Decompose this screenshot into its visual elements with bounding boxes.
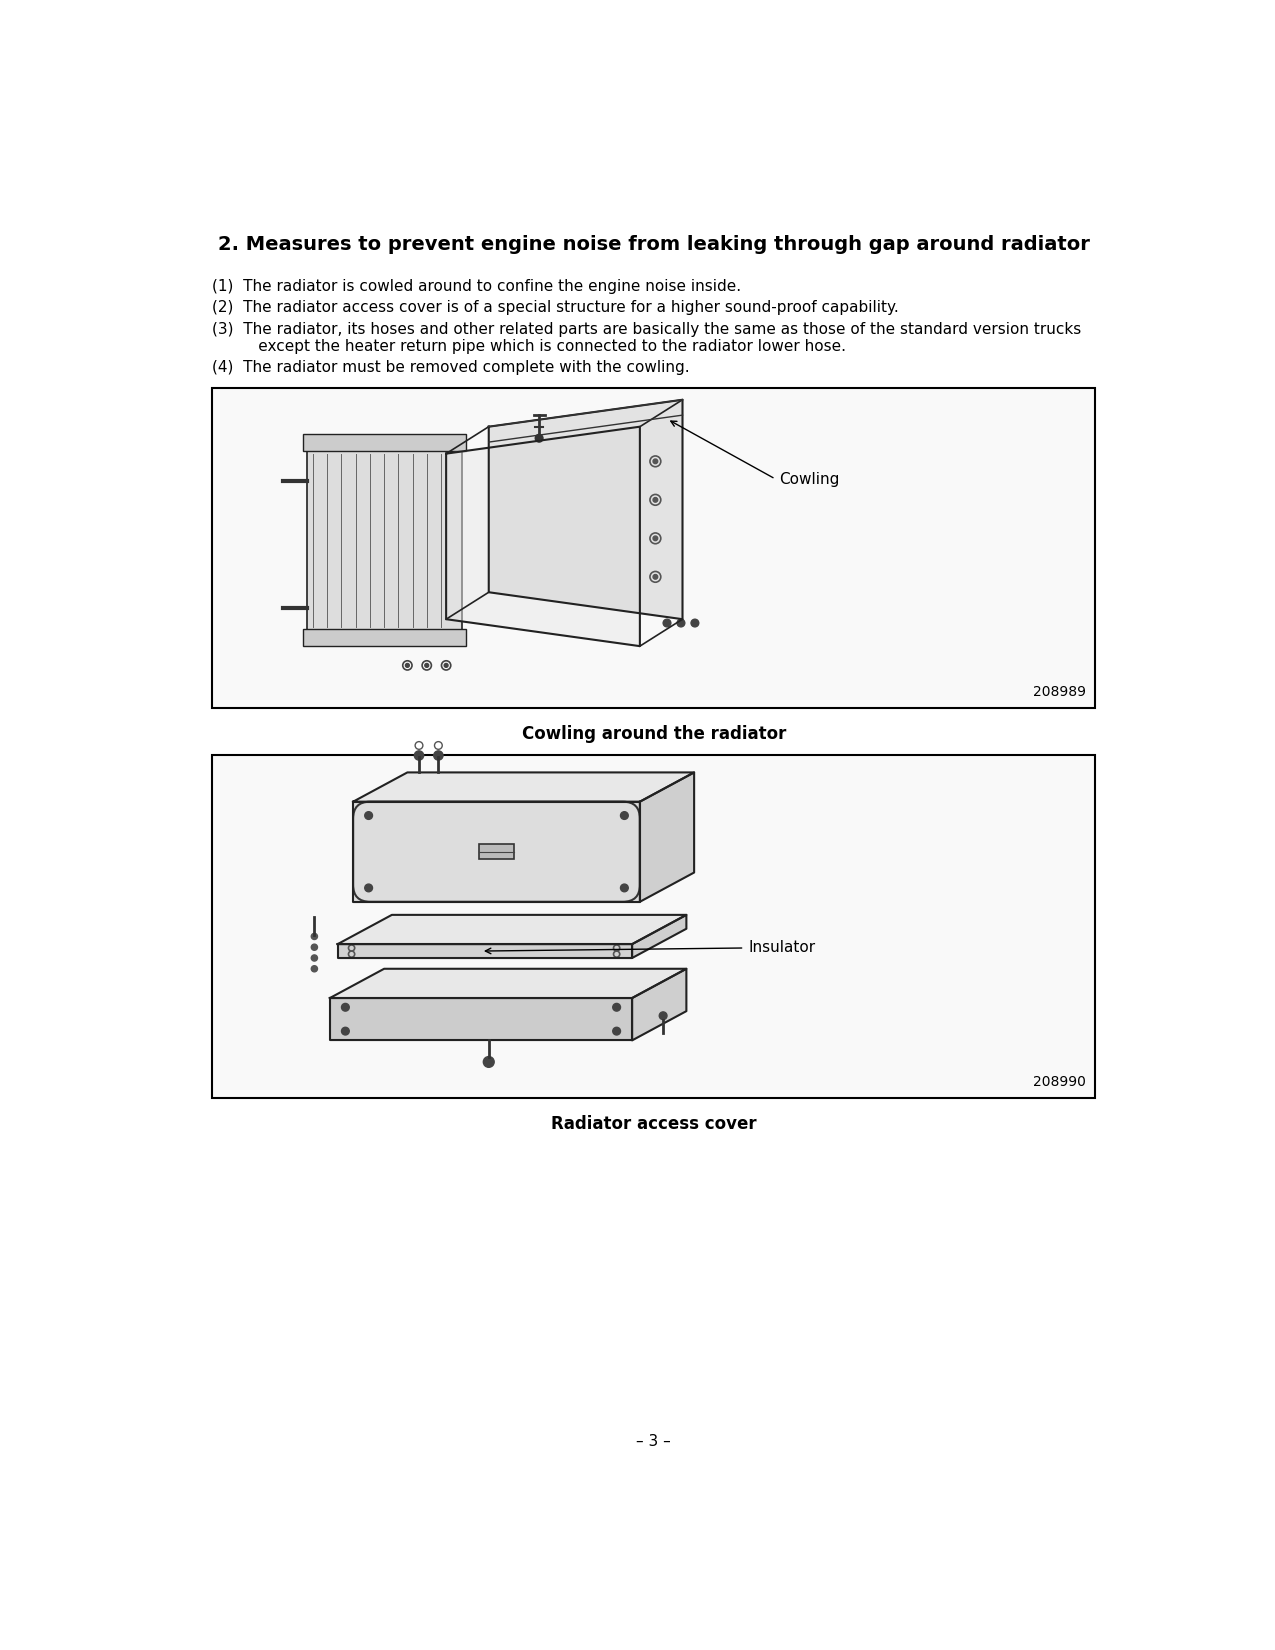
Text: except the heater return pipe which is connected to the radiator lower hose.: except the heater return pipe which is c… [230,338,847,353]
Text: (3)  The radiator, its hoses and other related parts are basically the same as t: (3) The radiator, its hoses and other re… [212,322,1081,337]
Text: 208989: 208989 [1033,685,1085,698]
Circle shape [365,812,372,820]
Circle shape [663,619,671,627]
Circle shape [311,965,317,972]
Text: (1)  The radiator is cowled around to confine the engine noise inside.: (1) The radiator is cowled around to con… [212,279,741,294]
Circle shape [653,536,658,541]
Polygon shape [640,772,694,903]
Circle shape [659,1011,667,1020]
Bar [306,450,462,630]
Text: – 3 –: – 3 – [636,1434,671,1449]
Polygon shape [353,772,694,802]
Circle shape [414,751,423,761]
Polygon shape [330,969,686,998]
Circle shape [621,884,629,891]
Text: (2)  The radiator access cover is of a special structure for a higher sound-proo: (2) The radiator access cover is of a sp… [212,300,899,315]
Bar [212,388,1095,708]
Circle shape [536,434,543,442]
Polygon shape [338,914,686,944]
Polygon shape [632,969,686,1041]
Circle shape [365,884,372,891]
Circle shape [311,944,317,950]
Circle shape [621,812,629,820]
Bar [302,434,465,452]
Circle shape [405,663,409,667]
Circle shape [677,619,685,627]
Circle shape [311,934,317,939]
Polygon shape [330,998,632,1041]
Text: Cowling: Cowling [779,472,840,487]
Polygon shape [488,399,682,619]
Circle shape [653,459,658,464]
Text: Cowling around the radiator: Cowling around the radiator [521,724,785,742]
Circle shape [434,751,442,761]
Bar [212,756,1095,1099]
Circle shape [342,1003,349,1011]
Circle shape [613,1003,621,1011]
Polygon shape [338,944,632,959]
Polygon shape [446,427,640,647]
Circle shape [653,498,658,502]
Circle shape [342,1028,349,1035]
Text: Radiator access cover: Radiator access cover [551,1115,756,1134]
Circle shape [483,1056,495,1068]
Text: (4)  The radiator must be removed complete with the cowling.: (4) The radiator must be removed complet… [212,360,690,376]
Circle shape [425,663,428,667]
Circle shape [613,1028,621,1035]
Text: Insulator: Insulator [748,940,816,955]
Polygon shape [632,914,686,959]
Text: 208990: 208990 [1033,1074,1085,1089]
Circle shape [444,663,448,667]
Polygon shape [353,802,640,903]
Bar [302,629,465,647]
Circle shape [691,619,699,627]
Circle shape [653,574,658,579]
Text: 2. Measures to prevent engine noise from leaking through gap around radiator: 2. Measures to prevent engine noise from… [218,234,1090,254]
Bar [479,845,514,860]
Circle shape [311,955,317,960]
